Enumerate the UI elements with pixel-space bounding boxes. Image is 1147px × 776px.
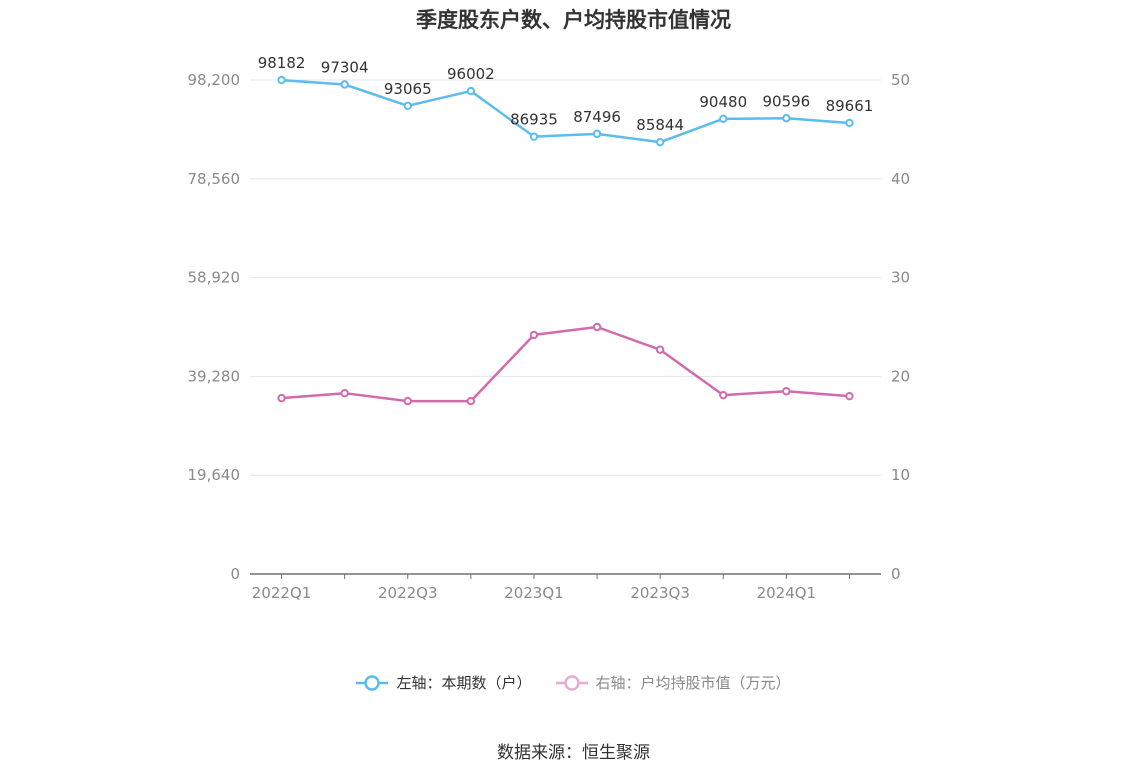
households-point [845, 118, 854, 128]
y-right-tick-label: 50 [891, 71, 910, 89]
legend-item-left-series[interactable]: 左轴：本期数（户） [356, 672, 532, 693]
x-tick-label: 2024Q1 [757, 584, 817, 602]
households-point [403, 101, 412, 111]
avg-market-value-point [466, 396, 476, 406]
households-point [466, 86, 476, 96]
households-point [719, 114, 728, 124]
households-point [592, 129, 602, 139]
y-right-tick-label: 30 [891, 269, 910, 287]
series-layer [277, 75, 854, 406]
households-point [655, 137, 665, 147]
avg-market-value-point [277, 393, 286, 403]
data-label: 97304 [321, 59, 369, 77]
legend-label-left-series: 左轴：本期数（户） [396, 674, 532, 692]
avg-market-value-point [845, 391, 854, 401]
y-left-tick-label: 98,200 [188, 71, 241, 89]
y-right-tick-label: 0 [891, 565, 901, 583]
legend-swatch-pink-icon [555, 674, 588, 691]
chart-title: 季度股东户数、户均持股市值情况 [416, 8, 731, 32]
data-label: 86935 [510, 111, 558, 129]
series-line-households [281, 78, 850, 144]
x-tick-label: 2022Q1 [252, 584, 312, 602]
avg-market-value-point [719, 390, 728, 400]
series-line-avg-market-value [281, 325, 850, 403]
data-label: 89661 [826, 97, 874, 115]
y-left-tick-label: 58,920 [188, 269, 241, 287]
avg-market-value-point [655, 345, 665, 354]
legend: 左轴：本期数（户） 右轴：户均持股市值（万元） [0, 672, 1147, 693]
avg-market-value-point [403, 396, 412, 406]
data-label: 96002 [447, 65, 495, 83]
avg-market-value-point [782, 387, 791, 396]
data-label: 85844 [636, 116, 684, 134]
households-point [277, 75, 286, 85]
y-left-tick-label: 0 [230, 565, 240, 583]
y-right-tick-label: 40 [891, 170, 910, 188]
data-label: 98182 [258, 54, 306, 72]
legend-swatch-blue-icon [356, 674, 389, 691]
data-label: 87496 [573, 108, 621, 126]
y-left-tick-label: 19,640 [188, 466, 241, 484]
avg-market-value-point [592, 322, 602, 332]
data-source-note: 数据来源：恒生聚源 [497, 743, 650, 763]
y-right-tick-label: 20 [891, 367, 910, 385]
data-label: 93065 [384, 80, 432, 98]
data-label: 90480 [699, 93, 747, 111]
avg-market-value-point [340, 388, 349, 398]
axis-layer: 0 0 19,640 10 39,280 20 58,920 30 78,560 40 98,200… [188, 71, 911, 602]
households-point [340, 80, 349, 89]
y-right-tick-label: 10 [891, 466, 910, 484]
legend-label-right-series: 右轴：户均持股市值（万元） [595, 674, 791, 692]
avg-market-value-point [529, 330, 539, 340]
label-layer: 98182 97304 93065 96002 86935 87496 85844 90480… [258, 54, 874, 134]
data-label: 90596 [762, 92, 810, 110]
y-left-tick-label: 78,560 [188, 170, 241, 188]
households-point [529, 132, 539, 141]
legend-item-right-series[interactable]: 右轴：户均持股市值（万元） [555, 672, 791, 693]
y-left-tick-label: 39,280 [188, 367, 241, 385]
grid-layer [250, 79, 881, 476]
x-tick-label: 2023Q3 [630, 584, 690, 602]
x-tick-label: 2023Q1 [504, 584, 564, 602]
x-tick-label: 2022Q3 [378, 584, 438, 602]
households-point [782, 114, 791, 123]
